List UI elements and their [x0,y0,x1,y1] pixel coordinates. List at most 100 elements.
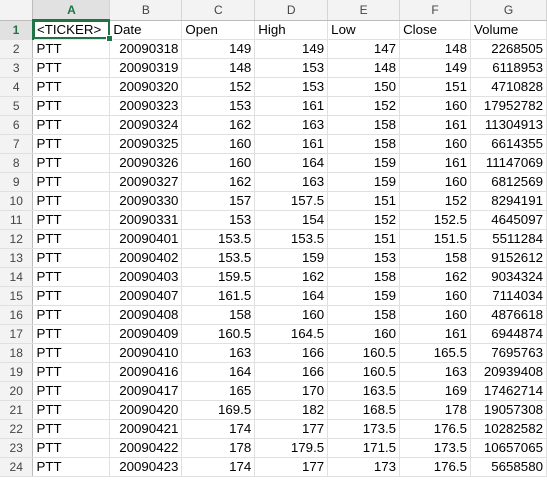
cell-f12[interactable]: 151.5 [399,229,471,249]
cell-e1[interactable]: Low [327,20,401,40]
cell-c22[interactable]: 174 [181,419,256,439]
column-header-b[interactable]: B [109,0,183,21]
cell-a1[interactable]: <TICKER> [32,20,111,40]
cell-a2[interactable]: PTT [32,39,111,59]
cell-a18[interactable]: PTT [32,343,111,363]
cell-c12[interactable]: 153.5 [181,229,256,249]
cell-b20[interactable]: 20090417 [109,381,183,401]
row-header[interactable]: 18 [0,343,34,363]
cell-c16[interactable]: 158 [181,305,256,325]
cell-b8[interactable]: 20090326 [109,153,183,173]
cell-b15[interactable]: 20090407 [109,286,183,306]
cell-f7[interactable]: 160 [399,134,471,154]
cell-e7[interactable]: 158 [327,134,401,154]
cell-a21[interactable]: PTT [32,400,111,420]
cell-b6[interactable]: 20090324 [109,115,183,135]
cell-c8[interactable]: 160 [181,153,256,173]
cell-f14[interactable]: 162 [399,267,471,287]
cell-b17[interactable]: 20090409 [109,324,183,344]
cell-a14[interactable]: PTT [32,267,111,287]
cell-f16[interactable]: 160 [399,305,471,325]
cell-g12[interactable]: 5511284 [470,229,547,249]
cell-e22[interactable]: 173.5 [327,419,401,439]
fill-handle[interactable] [105,35,113,42]
cell-c14[interactable]: 159.5 [181,267,256,287]
cell-g21[interactable]: 19057308 [470,400,547,420]
cell-e16[interactable]: 158 [327,305,401,325]
cell-c7[interactable]: 160 [181,134,256,154]
cell-d1[interactable]: High [254,20,329,40]
cell-c10[interactable]: 157 [181,191,256,211]
row-header[interactable]: 10 [0,191,34,211]
column-header-a[interactable]: A [32,0,111,21]
cell-g11[interactable]: 4645097 [470,210,547,230]
cell-g16[interactable]: 4876618 [470,305,547,325]
cell-b2[interactable]: 20090318 [109,39,183,59]
cell-g15[interactable]: 7114034 [470,286,547,306]
cell-g19[interactable]: 20939408 [470,362,547,382]
cell-g24[interactable]: 5658580 [470,457,547,477]
row-header[interactable]: 15 [0,286,34,306]
cell-b24[interactable]: 20090423 [109,457,183,477]
cell-d4[interactable]: 153 [254,77,329,97]
cell-a22[interactable]: PTT [32,419,111,439]
cell-c1[interactable]: Open [181,20,256,40]
select-all-corner[interactable] [0,0,34,21]
cell-d23[interactable]: 179.5 [254,438,329,458]
cell-d21[interactable]: 182 [254,400,329,420]
cell-d13[interactable]: 159 [254,248,329,268]
cell-f1[interactable]: Close [399,20,471,40]
row-header[interactable]: 2 [0,39,34,59]
cell-d20[interactable]: 170 [254,381,329,401]
cell-a17[interactable]: PTT [32,324,111,344]
cell-e11[interactable]: 152 [327,210,401,230]
cell-f4[interactable]: 151 [399,77,471,97]
cell-g20[interactable]: 17462714 [470,381,547,401]
cell-f10[interactable]: 152 [399,191,471,211]
cell-f19[interactable]: 163 [399,362,471,382]
column-header-c[interactable]: C [181,0,256,21]
cell-d7[interactable]: 161 [254,134,329,154]
cell-g22[interactable]: 10282582 [470,419,547,439]
cell-g18[interactable]: 7695763 [470,343,547,363]
cell-g8[interactable]: 11147069 [470,153,547,173]
cell-d19[interactable]: 166 [254,362,329,382]
cell-b1[interactable]: Date [109,20,183,40]
cell-e3[interactable]: 148 [327,58,401,78]
row-header[interactable]: 5 [0,96,34,116]
cell-e12[interactable]: 151 [327,229,401,249]
cell-b21[interactable]: 20090420 [109,400,183,420]
cell-d8[interactable]: 164 [254,153,329,173]
cell-d6[interactable]: 163 [254,115,329,135]
cell-c9[interactable]: 162 [181,172,256,192]
cell-e4[interactable]: 150 [327,77,401,97]
row-header[interactable]: 4 [0,77,34,97]
row-header[interactable]: 17 [0,324,34,344]
cell-g7[interactable]: 6614355 [470,134,547,154]
cell-a3[interactable]: PTT [32,58,111,78]
cell-d16[interactable]: 160 [254,305,329,325]
cell-a10[interactable]: PTT [32,191,111,211]
cell-a7[interactable]: PTT [32,134,111,154]
cell-a8[interactable]: PTT [32,153,111,173]
cell-a6[interactable]: PTT [32,115,111,135]
cell-c21[interactable]: 169.5 [181,400,256,420]
cell-f23[interactable]: 173.5 [399,438,471,458]
cell-e15[interactable]: 159 [327,286,401,306]
column-header-e[interactable]: E [327,0,401,21]
row-header[interactable]: 21 [0,400,34,420]
cell-e21[interactable]: 168.5 [327,400,401,420]
cell-f24[interactable]: 176.5 [399,457,471,477]
cell-b4[interactable]: 20090320 [109,77,183,97]
cell-e20[interactable]: 163.5 [327,381,401,401]
cell-g14[interactable]: 9034324 [470,267,547,287]
cell-e5[interactable]: 152 [327,96,401,116]
cell-b7[interactable]: 20090325 [109,134,183,154]
cell-f8[interactable]: 161 [399,153,471,173]
cell-e19[interactable]: 160.5 [327,362,401,382]
cell-c19[interactable]: 164 [181,362,256,382]
cell-c2[interactable]: 149 [181,39,256,59]
cell-g6[interactable]: 11304913 [470,115,547,135]
cell-a12[interactable]: PTT [32,229,111,249]
cell-b13[interactable]: 20090402 [109,248,183,268]
